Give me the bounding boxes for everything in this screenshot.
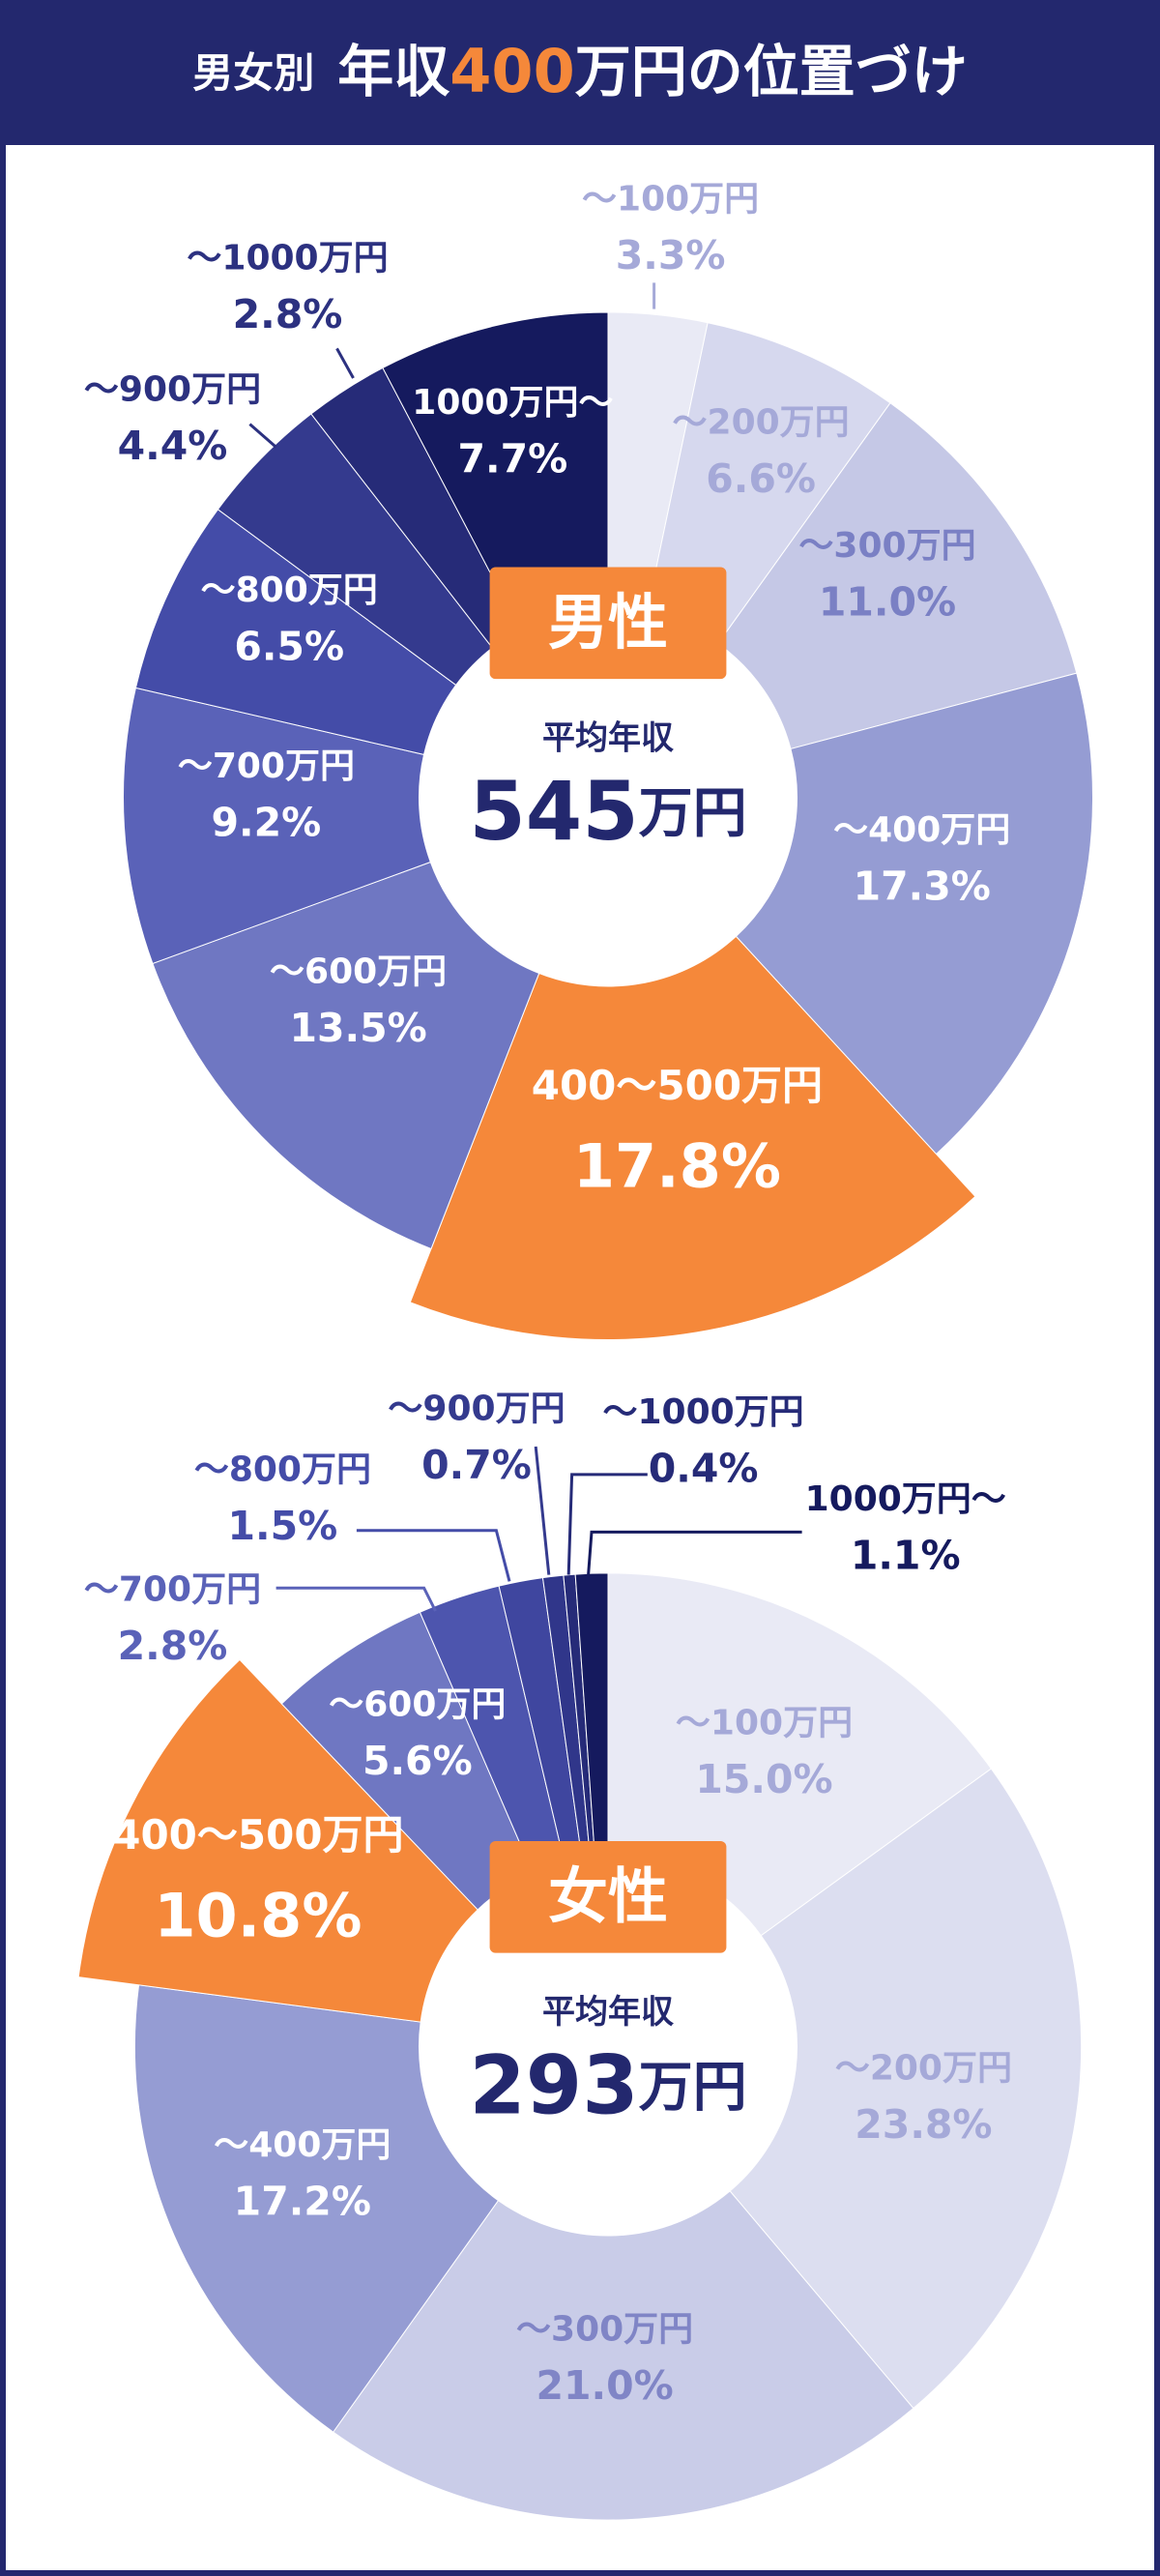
value-label: 15.0% — [695, 1756, 832, 1802]
value-label: 17.2% — [234, 2179, 371, 2225]
value-label: 11.0% — [819, 579, 956, 626]
center-hole — [419, 608, 798, 986]
category-label: 1000万円～ — [412, 383, 613, 423]
category-label: ～800万円 — [194, 1450, 371, 1490]
category-label: ～900万円 — [84, 370, 261, 410]
leader-line — [534, 1446, 551, 1575]
slice — [133, 1984, 500, 2433]
leader-line — [248, 423, 277, 449]
badge — [489, 567, 727, 680]
value-label: 6.5% — [234, 624, 344, 670]
value-label: 0.7% — [421, 1442, 532, 1488]
value-label: 10.8% — [154, 1881, 362, 1951]
leader-line — [587, 1530, 802, 1575]
badge — [489, 1841, 727, 1953]
center-label: 平均年収 — [542, 1993, 674, 2032]
category-label: ～400万円 — [214, 2125, 391, 2165]
value-label: 17.8% — [573, 1130, 781, 1201]
value-label: 2.8% — [233, 291, 343, 337]
value-label: 17.3% — [854, 864, 991, 910]
title-part: 万円の位置づけ — [575, 39, 968, 104]
value-label: 9.2% — [212, 799, 322, 845]
average-number: 545 — [469, 764, 638, 859]
value-label: 2.8% — [118, 1623, 228, 1669]
category-label: ～200万円 — [835, 2048, 1012, 2088]
leader-line — [276, 1586, 437, 1612]
category-label: ～400万円 — [833, 810, 1010, 850]
leader-line — [356, 1529, 511, 1582]
average-unit: 万円 — [639, 2057, 747, 2120]
value-label: 3.3% — [616, 232, 726, 278]
title-highlight: 400 — [450, 36, 574, 106]
category-label: ～300万円 — [798, 526, 975, 566]
value-label: 23.8% — [855, 2101, 992, 2148]
leader-line — [335, 347, 355, 379]
category-label: 400～500万円 — [532, 1062, 823, 1109]
category-label: ～100万円 — [676, 1703, 853, 1742]
badge-text: 男性 — [548, 587, 668, 658]
title-part: 年収 — [337, 39, 450, 104]
category-label: ～800万円 — [201, 571, 378, 610]
slice — [729, 1768, 1083, 2410]
category-label: ～700万円 — [84, 1570, 261, 1610]
category-label: ～600万円 — [270, 951, 447, 991]
title: 男女別 年収400万円の位置づけ — [192, 36, 967, 106]
category-label: ～700万円 — [178, 746, 355, 786]
value-label: 13.5% — [289, 1005, 426, 1051]
category-label: ～300万円 — [516, 2310, 693, 2350]
header-bar — [0, 0, 1160, 145]
average-value: 293万円 — [469, 2037, 746, 2132]
badge-text: 女性 — [548, 1860, 668, 1931]
value-label: 1.5% — [228, 1503, 338, 1549]
donut-chart: ～100万円 3.3% ～200万円 6.6% ～300万円 11.0% ～400万円 17.… — [84, 179, 1093, 1340]
center-label: 平均年収 — [542, 719, 674, 758]
value-label: 6.6% — [706, 455, 816, 502]
category-label: ～1000万円 — [602, 1392, 803, 1432]
category-label: 1000万円～ — [805, 1479, 1006, 1519]
category-label: ～600万円 — [329, 1685, 506, 1725]
value-label: 21.0% — [536, 2362, 673, 2409]
category-label: 400～500万円 — [112, 1811, 403, 1859]
value-label: 5.6% — [362, 1738, 473, 1784]
title-part: 男女別 — [192, 49, 314, 97]
leader-line — [566, 1473, 648, 1575]
value-label: 7.7% — [458, 436, 568, 483]
donut-chart: ～100万円 15.0% ～200万円 23.8% ～300万円 21.0% ～400万円 1… — [77, 1390, 1083, 2521]
category-label: ～100万円 — [582, 179, 759, 219]
average-value: 545万円 — [469, 764, 746, 859]
value-label: 0.4% — [649, 1446, 759, 1492]
category-label: ～200万円 — [673, 403, 850, 443]
value-label: 1.1% — [851, 1533, 961, 1579]
category-label: ～1000万円 — [187, 239, 388, 278]
average-number: 293 — [469, 2037, 638, 2132]
average-unit: 万円 — [639, 782, 747, 845]
value-label: 4.4% — [118, 423, 228, 469]
category-label: ～900万円 — [388, 1390, 565, 1429]
